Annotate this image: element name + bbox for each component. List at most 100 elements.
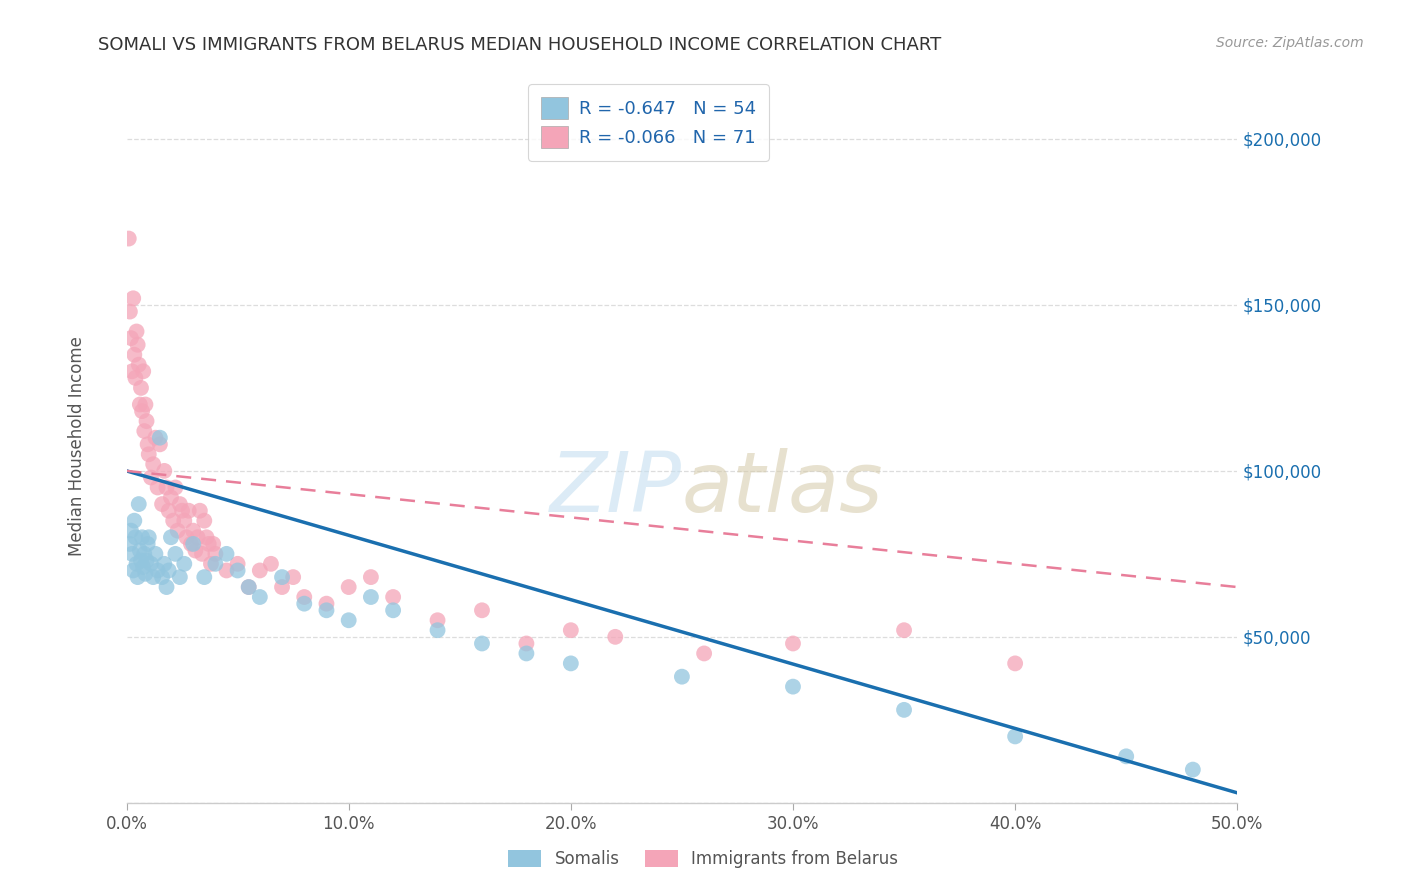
Text: atlas: atlas bbox=[682, 449, 883, 529]
Point bbox=[893, 703, 915, 717]
Point bbox=[172, 504, 194, 518]
Point bbox=[169, 570, 191, 584]
Point bbox=[515, 647, 537, 661]
Point bbox=[181, 537, 204, 551]
Point bbox=[121, 364, 143, 378]
Point bbox=[162, 514, 184, 528]
Point bbox=[145, 431, 167, 445]
Point bbox=[215, 564, 238, 578]
Point bbox=[426, 624, 449, 638]
Point bbox=[150, 497, 173, 511]
Point bbox=[200, 557, 222, 571]
Point bbox=[145, 547, 167, 561]
Point bbox=[1181, 763, 1204, 777]
Point bbox=[180, 537, 202, 551]
Point bbox=[181, 524, 204, 538]
Point bbox=[382, 590, 405, 604]
Point bbox=[125, 325, 148, 339]
Point bbox=[173, 514, 195, 528]
Point bbox=[132, 364, 155, 378]
Point bbox=[249, 564, 271, 578]
Point bbox=[155, 481, 177, 495]
Point bbox=[149, 437, 172, 451]
Point bbox=[134, 547, 156, 561]
Point bbox=[160, 530, 183, 544]
Point bbox=[139, 470, 162, 484]
Point bbox=[187, 530, 209, 544]
Point bbox=[127, 570, 149, 584]
Point bbox=[471, 603, 494, 617]
Point bbox=[382, 603, 405, 617]
Point bbox=[1004, 730, 1026, 744]
Point bbox=[128, 397, 150, 411]
Point bbox=[153, 557, 176, 571]
Point bbox=[122, 291, 145, 305]
Point bbox=[1115, 749, 1137, 764]
Point bbox=[671, 670, 693, 684]
Point bbox=[184, 543, 207, 558]
Point bbox=[193, 514, 215, 528]
Point bbox=[124, 371, 146, 385]
Point bbox=[118, 231, 141, 245]
Point bbox=[165, 481, 187, 495]
Point bbox=[281, 570, 304, 584]
Point bbox=[1004, 657, 1026, 671]
Point bbox=[128, 497, 150, 511]
Point bbox=[125, 557, 148, 571]
Point bbox=[124, 348, 146, 362]
Text: ZIP: ZIP bbox=[550, 449, 682, 529]
Point bbox=[157, 504, 180, 518]
Point bbox=[169, 497, 191, 511]
Point bbox=[177, 504, 200, 518]
Point bbox=[204, 547, 226, 561]
Point bbox=[132, 560, 155, 574]
Point bbox=[605, 630, 627, 644]
Point bbox=[134, 424, 156, 438]
Point bbox=[337, 613, 360, 627]
Point bbox=[238, 580, 260, 594]
Point bbox=[146, 564, 169, 578]
Point bbox=[173, 557, 195, 571]
Point bbox=[226, 564, 249, 578]
Point bbox=[127, 338, 149, 352]
Point bbox=[129, 381, 152, 395]
Point bbox=[560, 657, 582, 671]
Point bbox=[292, 597, 315, 611]
Point bbox=[135, 553, 157, 567]
Point bbox=[204, 557, 226, 571]
Point bbox=[135, 414, 157, 428]
Point bbox=[131, 404, 153, 418]
Point bbox=[215, 547, 238, 561]
Point bbox=[260, 557, 283, 571]
Point bbox=[122, 564, 145, 578]
Point bbox=[138, 447, 160, 461]
Point bbox=[149, 431, 172, 445]
Point bbox=[292, 590, 315, 604]
Point bbox=[134, 566, 156, 581]
Point bbox=[202, 537, 225, 551]
Point bbox=[124, 514, 146, 528]
Point bbox=[560, 624, 582, 638]
Point bbox=[136, 437, 159, 451]
Point bbox=[195, 530, 218, 544]
Point bbox=[136, 537, 159, 551]
Point bbox=[271, 580, 294, 594]
Point bbox=[150, 570, 173, 584]
Point bbox=[131, 530, 153, 544]
Point bbox=[124, 530, 146, 544]
Point bbox=[138, 530, 160, 544]
Point bbox=[142, 570, 165, 584]
Point bbox=[120, 331, 142, 345]
Point bbox=[139, 557, 162, 571]
Point bbox=[121, 547, 143, 561]
Point bbox=[165, 547, 187, 561]
Point bbox=[360, 590, 382, 604]
Point bbox=[271, 570, 294, 584]
Point bbox=[134, 397, 156, 411]
Point bbox=[315, 597, 337, 611]
Point bbox=[893, 624, 915, 638]
Point bbox=[176, 530, 198, 544]
Point bbox=[197, 537, 219, 551]
Point bbox=[782, 680, 804, 694]
Point bbox=[426, 613, 449, 627]
